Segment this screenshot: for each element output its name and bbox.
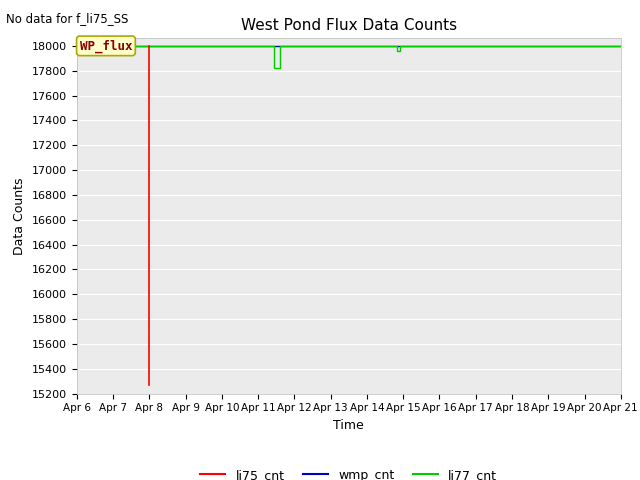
li77_cnt <box>617 43 625 49</box>
li77_cnt <box>393 43 401 49</box>
li77_cnt <box>276 65 284 71</box>
li77_cnt <box>276 43 284 49</box>
Y-axis label: Data Counts: Data Counts <box>13 177 26 255</box>
Legend: li75_cnt, wmp_cnt, li77_cnt: li75_cnt, wmp_cnt, li77_cnt <box>195 464 502 480</box>
li77_cnt <box>73 43 81 49</box>
Title: West Pond Flux Data Counts: West Pond Flux Data Counts <box>241 18 457 33</box>
li77_cnt <box>393 48 401 54</box>
X-axis label: Time: Time <box>333 419 364 432</box>
li77_cnt <box>396 43 403 49</box>
li77_cnt <box>271 43 278 49</box>
Text: WP_flux: WP_flux <box>80 39 132 52</box>
Line: li77_cnt: li77_cnt <box>77 46 621 68</box>
li77_cnt <box>396 48 403 54</box>
li77_cnt <box>271 65 278 71</box>
Text: No data for f_li75_SS: No data for f_li75_SS <box>6 12 129 25</box>
